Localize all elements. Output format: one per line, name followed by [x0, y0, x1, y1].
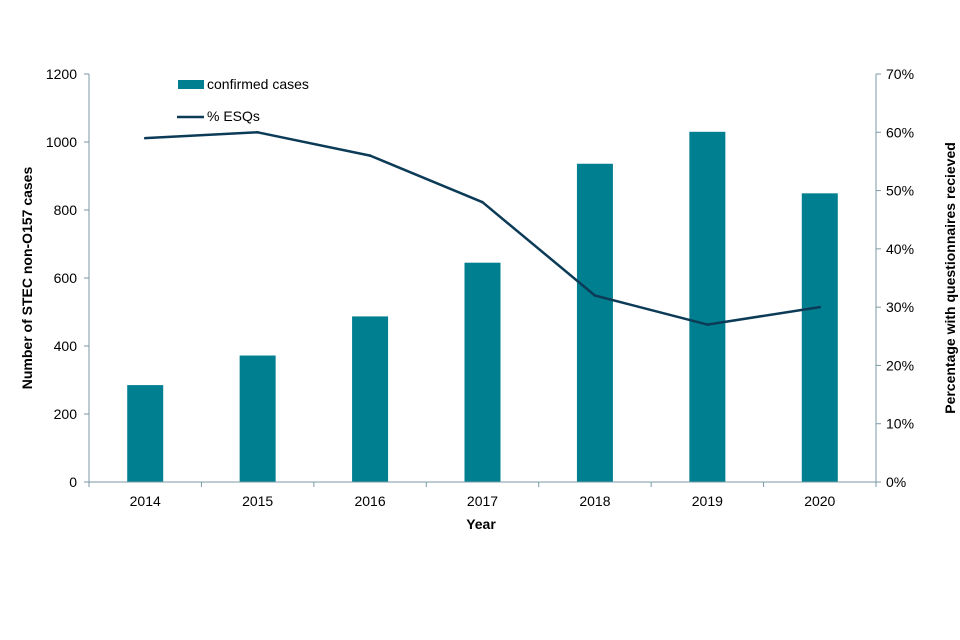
- y2-axis-ticks: 0% 10% 20% 30% 40% 50% 60% 70%: [876, 66, 914, 490]
- y-axis-title: Number of STEC non-O157 cases: [19, 167, 35, 390]
- bar-series: [127, 131, 838, 483]
- x-tick-label: 2019: [692, 493, 723, 509]
- y2-tick-label: 60%: [886, 124, 914, 140]
- y2-tick-label: 10%: [886, 416, 914, 432]
- bar: [801, 193, 838, 482]
- bar: [576, 163, 613, 482]
- y-tick-label: 0: [69, 474, 77, 490]
- axes: [88, 74, 877, 483]
- x-tick-label: 2018: [579, 493, 610, 509]
- bar: [127, 385, 164, 482]
- legend-bar-swatch: [178, 80, 204, 89]
- x-axis-ticks: 2014 2015 2016 2017 2018 2019 2020: [88, 482, 877, 509]
- line-point: [481, 200, 484, 204]
- bar: [464, 262, 501, 482]
- y-tick-label: 600: [54, 270, 78, 286]
- y2-tick-label: 0%: [886, 474, 906, 490]
- y-tick-label: 200: [54, 406, 78, 422]
- y2-tick-label: 50%: [886, 183, 914, 199]
- y2-tick-label: 30%: [886, 299, 914, 315]
- y2-tick-label: 70%: [886, 66, 914, 82]
- line-point: [256, 130, 259, 134]
- legend-line-label: % ESQs: [207, 108, 260, 124]
- x-tick-label: 2014: [130, 493, 161, 509]
- y2-tick-label: 20%: [886, 357, 914, 373]
- y-tick-label: 400: [54, 338, 78, 354]
- y2-axis-title: Percentage with questionnaires recieved: [942, 142, 958, 414]
- x-tick-label: 2016: [354, 493, 385, 509]
- x-tick-label: 2015: [242, 493, 273, 509]
- line-point: [143, 136, 147, 140]
- bar: [352, 316, 389, 482]
- x-axis-title: Year: [466, 516, 496, 532]
- x-tick-label: 2020: [804, 493, 835, 509]
- line-series: [143, 130, 822, 326]
- y-tick-label: 800: [54, 202, 78, 218]
- bar: [689, 131, 726, 483]
- y-tick-label: 1200: [46, 66, 77, 82]
- y2-tick-label: 40%: [886, 241, 914, 257]
- line-point: [818, 305, 822, 309]
- x-tick-label: 2017: [467, 493, 498, 509]
- y-tick-label: 1000: [46, 134, 77, 150]
- line-point: [593, 294, 597, 297]
- y-axis-ticks: 0 200 400 600 800 1000 1200: [46, 66, 89, 490]
- line-point: [706, 323, 709, 326]
- bar: [239, 355, 276, 482]
- legend-bar-label: confirmed cases: [207, 76, 309, 92]
- legend: confirmed cases % ESQs: [177, 76, 309, 124]
- line-point: [368, 154, 372, 157]
